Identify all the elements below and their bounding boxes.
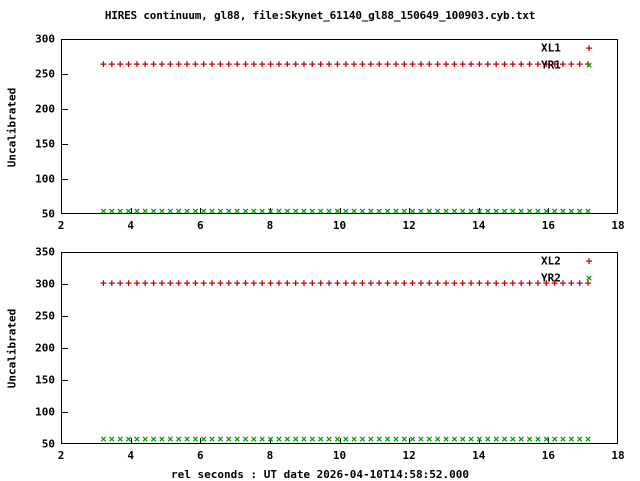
top-x-tick-mark (200, 208, 201, 214)
top-y-tick-mark (62, 144, 68, 145)
bot-x-tick-label: 8 (266, 449, 274, 462)
bot-y-tick-label: 300 (35, 277, 55, 291)
bot-y-tick-mark (62, 348, 68, 349)
top-y-tick-label: 150 (35, 137, 55, 151)
top-x-tick-label: 12 (402, 219, 416, 232)
bottom-plot-frame (61, 252, 618, 444)
top-plot-frame (61, 39, 618, 214)
bot-x-tick-mark (270, 438, 271, 444)
bot-y-tick-mark (62, 380, 68, 381)
bot-x-tick-label: 2 (57, 449, 65, 462)
bot-y-tick-label: 200 (35, 341, 55, 355)
bot-y-tick-mark (62, 284, 68, 285)
legend-marker-yr2: × (585, 271, 593, 285)
bot-y-tick-label: 150 (35, 373, 55, 387)
bot-x-tick-mark (548, 438, 549, 444)
top-x-tick-label: 6 (196, 219, 204, 232)
top-x-tick-label: 10 (332, 219, 347, 232)
top-x-tick-mark (409, 208, 410, 214)
x-axis-label: rel seconds : UT date 2026-04-10T14:58:5… (170, 468, 469, 481)
top-y-tick-mark (62, 109, 68, 110)
top-y-axis-label: Uncalibrated (5, 87, 19, 167)
bot-y-tick-label: 50 (41, 437, 55, 451)
bot-x-tick-label: 4 (127, 449, 134, 462)
bot-y-tick-label: 250 (35, 309, 55, 323)
top-y-tick-mark (62, 74, 68, 75)
bot-x-tick-mark (409, 438, 410, 444)
bot-y-tick-label: 350 (35, 245, 55, 259)
bot-y-tick-mark (62, 316, 68, 317)
top-x-tick-mark (270, 208, 271, 214)
bot-x-tick-label: 16 (541, 449, 555, 462)
legend-marker-xl1: + (585, 41, 593, 55)
top-y-tick-label: 100 (35, 172, 55, 186)
legend-marker-xl2: + (585, 254, 593, 268)
bot-x-tick-mark (131, 438, 132, 444)
bot-x-tick-mark (200, 438, 201, 444)
top-x-tick-label: 4 (127, 219, 134, 232)
legend-label-yr1[interactable]: YR1 (541, 58, 561, 72)
bot-x-tick-label: 6 (196, 449, 204, 462)
bot-y-tick-label: 100 (35, 405, 55, 419)
legend-label-xl1[interactable]: XL1 (541, 41, 561, 55)
top-x-tick-mark (548, 208, 549, 214)
top-x-tick-label: 14 (472, 219, 486, 232)
top-x-tick-label: 18 (611, 219, 625, 232)
bot-x-tick-mark (479, 438, 480, 444)
top-x-tick-mark (479, 208, 480, 214)
bot-y-tick-mark (62, 412, 68, 413)
page-title: HIRES continuum, gl88, file:Skynet_61140… (104, 9, 536, 22)
top-x-tick-label: 2 (57, 219, 65, 232)
bot-x-tick-label: 10 (332, 449, 347, 462)
top-y-tick-label: 200 (35, 102, 55, 116)
top-x-tick-mark (340, 208, 341, 214)
top-x-tick-label: 16 (541, 219, 555, 232)
legend-marker-yr1: × (585, 58, 593, 72)
top-x-tick-mark (131, 208, 132, 214)
legend-label-yr2[interactable]: YR2 (541, 271, 561, 285)
bot-x-tick-label: 14 (472, 449, 486, 462)
legend-label-xl2[interactable]: XL2 (541, 254, 561, 268)
top-y-tick-label: 250 (35, 67, 55, 81)
bot-x-tick-label: 18 (611, 449, 625, 462)
top-y-tick-label: 50 (41, 207, 55, 221)
top-y-tick-mark (62, 179, 68, 180)
top-y-tick-label: 300 (35, 32, 55, 46)
bot-x-tick-label: 12 (402, 449, 416, 462)
top-x-tick-label: 8 (266, 219, 274, 232)
bot-x-tick-mark (340, 438, 341, 444)
